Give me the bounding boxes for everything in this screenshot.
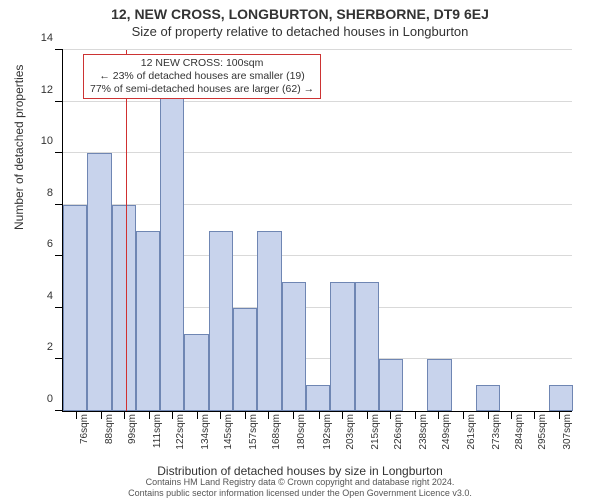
histogram-bar [209, 231, 233, 412]
histogram-plot: 0246810121476sqm88sqm99sqm111sqm122sqm13… [62, 50, 572, 412]
attribution-footer: Contains HM Land Registry data © Crown c… [0, 477, 600, 498]
x-tick [534, 411, 535, 419]
histogram-bar [112, 205, 136, 411]
x-tick-label: 180sqm [296, 414, 307, 464]
x-tick [197, 411, 198, 419]
x-tick [101, 411, 102, 419]
callout-line-2: ← 23% of detached houses are smaller (19… [90, 70, 314, 83]
x-tick [220, 411, 221, 419]
x-tick [390, 411, 391, 419]
histogram-bar [87, 153, 111, 411]
histogram-bar [63, 205, 87, 411]
grid-line [63, 152, 572, 153]
y-tick-label: 0 [29, 393, 53, 405]
x-tick-label: 273sqm [491, 414, 502, 464]
y-tick [55, 410, 63, 411]
chart-container: 12, NEW CROSS, LONGBURTON, SHERBORNE, DT… [0, 0, 600, 500]
x-tick-label: 99sqm [127, 414, 138, 464]
y-tick-label: 2 [29, 341, 53, 353]
x-tick-label: 145sqm [223, 414, 234, 464]
x-tick [463, 411, 464, 419]
x-tick [172, 411, 173, 419]
histogram-bar [160, 76, 184, 411]
histogram-bar [355, 282, 379, 411]
x-tick-label: 295sqm [537, 414, 548, 464]
annotation-callout: 12 NEW CROSS: 100sqm← 23% of detached ho… [83, 54, 321, 99]
x-tick-label: 88sqm [104, 414, 115, 464]
x-tick-label: 134sqm [200, 414, 211, 464]
histogram-bar [282, 282, 306, 411]
x-tick-label: 76sqm [79, 414, 90, 464]
page-subtitle: Size of property relative to detached ho… [0, 22, 600, 39]
x-tick [342, 411, 343, 419]
histogram-bar [136, 231, 160, 412]
x-tick [511, 411, 512, 419]
reference-line [126, 50, 127, 411]
x-tick-label: 168sqm [271, 414, 282, 464]
histogram-bar [330, 282, 354, 411]
histogram-bar [476, 385, 500, 411]
y-tick-label: 6 [29, 238, 53, 250]
callout-line-1: 12 NEW CROSS: 100sqm [90, 57, 314, 70]
x-tick [319, 411, 320, 419]
x-tick [367, 411, 368, 419]
x-axis-label: Distribution of detached houses by size … [0, 464, 600, 478]
x-tick-label: 157sqm [248, 414, 259, 464]
page-title: 12, NEW CROSS, LONGBURTON, SHERBORNE, DT… [0, 0, 600, 22]
x-tick [438, 411, 439, 419]
x-tick [245, 411, 246, 419]
x-tick-label: 284sqm [514, 414, 525, 464]
y-tick [55, 307, 63, 308]
x-tick-label: 307sqm [562, 414, 573, 464]
grid-line [63, 101, 572, 102]
y-tick-label: 12 [29, 84, 53, 96]
x-tick-label: 111sqm [152, 414, 163, 464]
histogram-bar [184, 334, 208, 411]
x-tick [268, 411, 269, 419]
histogram-bar [427, 359, 451, 411]
x-tick-label: 249sqm [441, 414, 452, 464]
y-tick-label: 8 [29, 187, 53, 199]
y-tick [55, 101, 63, 102]
footer-line-2: Contains public sector information licen… [0, 488, 600, 498]
y-tick [55, 358, 63, 359]
y-tick [55, 255, 63, 256]
histogram-bar [379, 359, 403, 411]
x-tick [124, 411, 125, 419]
callout-line-3: 77% of semi-detached houses are larger (… [90, 83, 314, 96]
x-tick [149, 411, 150, 419]
y-tick-label: 4 [29, 290, 53, 302]
x-tick-label: 261sqm [466, 414, 477, 464]
x-tick-label: 215sqm [370, 414, 381, 464]
grid-line [63, 49, 572, 50]
x-tick-label: 226sqm [393, 414, 404, 464]
x-tick [293, 411, 294, 419]
y-tick-label: 14 [29, 32, 53, 44]
x-tick [76, 411, 77, 419]
x-tick-label: 192sqm [322, 414, 333, 464]
histogram-bar [233, 308, 257, 411]
y-tick-label: 10 [29, 135, 53, 147]
x-tick-label: 122sqm [175, 414, 186, 464]
histogram-bar [549, 385, 573, 411]
grid-line [63, 204, 572, 205]
x-tick [488, 411, 489, 419]
y-axis-label: Number of detached properties [12, 65, 26, 230]
y-tick [55, 204, 63, 205]
footer-line-1: Contains HM Land Registry data © Crown c… [0, 477, 600, 487]
histogram-bar [306, 385, 330, 411]
x-tick-label: 238sqm [418, 414, 429, 464]
y-tick [55, 49, 63, 50]
x-tick [559, 411, 560, 419]
y-tick [55, 152, 63, 153]
x-tick-label: 203sqm [345, 414, 356, 464]
x-tick [415, 411, 416, 419]
histogram-bar [257, 231, 281, 412]
